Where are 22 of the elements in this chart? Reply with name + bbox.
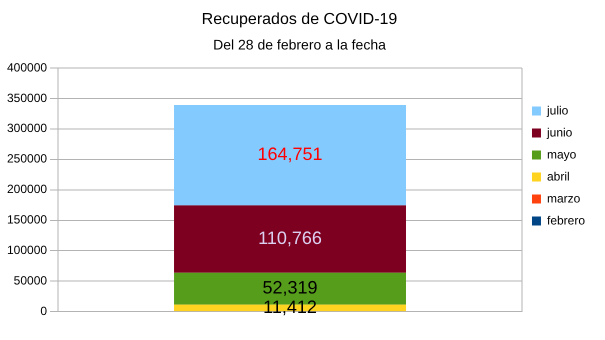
legend-label: mayo: [546, 147, 577, 162]
y-tick-label: 250000: [6, 152, 48, 166]
legend-label: febrero: [546, 213, 586, 228]
y-tick-label: 200000: [6, 182, 48, 196]
chart-title: Recuperados de COVID-19: [202, 11, 398, 28]
chart-subtitle: Del 28 de febrero a la fecha: [213, 36, 386, 52]
legend-label: julio: [546, 103, 569, 118]
bar: [174, 205, 406, 273]
y-tick-label: 150000: [6, 212, 48, 227]
y-tick-label: 300000: [6, 121, 48, 136]
y-tick-label: 0: [40, 304, 48, 318]
legend-label: junio: [546, 125, 573, 140]
legend-label: abril: [546, 169, 570, 184]
data-label: 110,766: [258, 228, 322, 248]
legend-label: marzo: [546, 191, 581, 206]
y-tick-label: 100000: [6, 243, 48, 258]
data-label: 164,751: [257, 144, 323, 164]
bar: [174, 105, 406, 206]
y-tick-label: 50000: [14, 273, 48, 288]
y-tick-label: 400000: [6, 60, 48, 74]
y-tick-label: 350000: [6, 90, 48, 105]
data-label: 52,319: [262, 278, 318, 298]
